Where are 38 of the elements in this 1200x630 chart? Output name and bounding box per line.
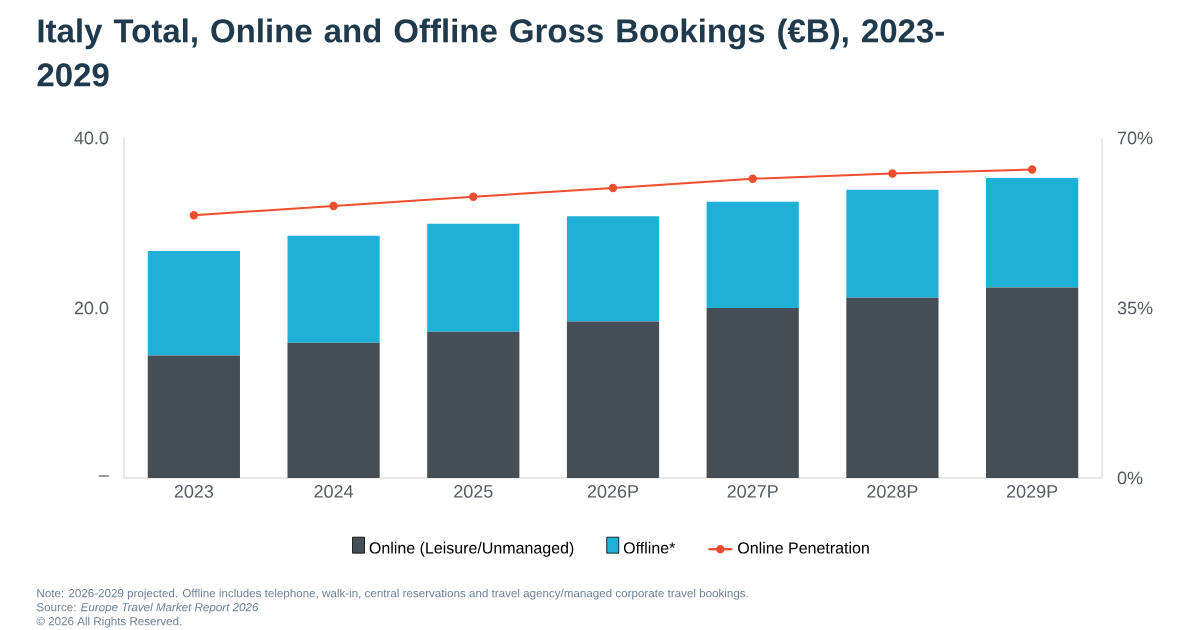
- point: [1027, 165, 1037, 174]
- y2-tick-label: 0%: [1117, 471, 1143, 485]
- y2-tick-label: 35%: [1117, 301, 1153, 315]
- chart-title: Italy Total, Online and Offline Gross Bookings (€B), 2023-2029: [37, 18, 944, 87]
- x-tick-label: 2027P: [727, 485, 778, 498]
- y-tick-label: 40.0: [74, 131, 109, 145]
- bar: [566, 321, 660, 478]
- x-tick-label: 2028P: [867, 485, 918, 498]
- bar: [147, 251, 240, 356]
- bar: [427, 331, 520, 478]
- y2-tick-label: 70%: [1117, 131, 1153, 145]
- bar: [706, 307, 799, 478]
- bar: [287, 342, 380, 478]
- bar: [986, 287, 1079, 478]
- point: [748, 174, 757, 183]
- point: [608, 183, 618, 193]
- point: [329, 201, 338, 211]
- x-tick-label: 2023: [174, 485, 214, 498]
- bar: [846, 189, 939, 298]
- x-tick-label: 2029P: [1007, 485, 1058, 498]
- legend-label: Online Penetration: [738, 541, 869, 554]
- x-tick-label: 2026P: [587, 485, 639, 498]
- y-tick-label: 20.0: [74, 301, 109, 315]
- point: [888, 169, 897, 178]
- y-tick-label: –: [98, 475, 109, 477]
- point: [469, 192, 478, 201]
- legend-label: Offline*: [623, 541, 676, 554]
- bar: [846, 297, 939, 478]
- bar: [706, 201, 799, 308]
- x-tick-label: 2024: [314, 485, 354, 498]
- bar: [287, 235, 380, 343]
- bar: [147, 355, 240, 478]
- x-tick-label: 2025: [454, 485, 493, 498]
- bar: [566, 216, 660, 322]
- bar: [427, 223, 520, 332]
- legend-label: Online (Leisure/Unmanaged): [369, 541, 574, 557]
- bar: [986, 177, 1079, 288]
- point: [189, 211, 199, 220]
